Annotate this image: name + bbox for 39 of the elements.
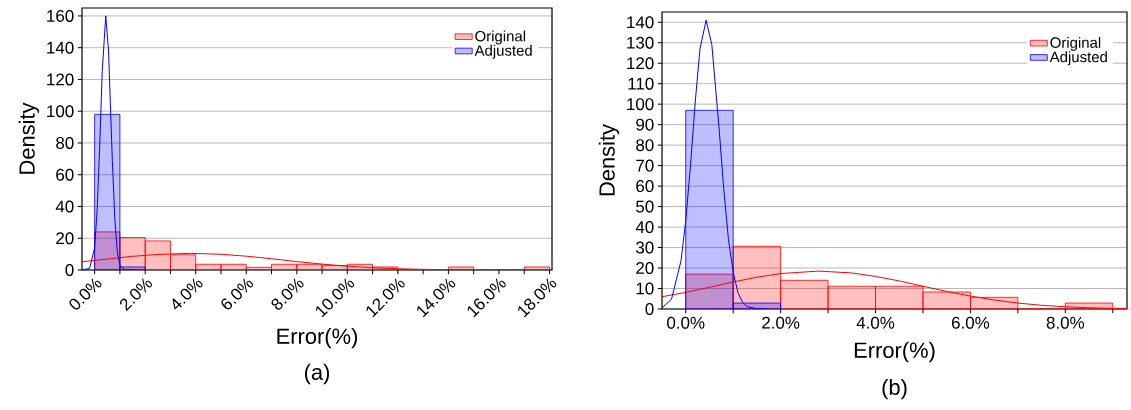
y-tick-label: 30 <box>636 241 654 254</box>
y-tick-label: 40 <box>55 200 74 213</box>
y-tick-label: 140 <box>627 16 654 29</box>
y-axis-title: Density <box>598 124 620 196</box>
x-axis-title: Error(%) <box>277 327 358 349</box>
y-tick-label: 160 <box>47 9 74 22</box>
y-tick-label: 50 <box>636 200 654 213</box>
y-tick-label: 80 <box>56 136 74 149</box>
y-tick-label: 130 <box>627 36 654 49</box>
x-tick-label: 6.0% <box>951 316 990 329</box>
y-tick-label: 10 <box>636 282 654 295</box>
y-tick-label: 100 <box>47 105 74 118</box>
y-tick-label: 20 <box>636 262 654 275</box>
x-tick-label: 2.0% <box>762 316 800 329</box>
y-tick-label: 120 <box>627 57 654 70</box>
legend-label: Original <box>475 30 526 45</box>
y-axis-title: Density <box>18 102 40 174</box>
y-tick-label: 70 <box>636 159 654 172</box>
y-tick-label: 80 <box>636 139 654 152</box>
legend-label: Adjusted <box>474 44 532 59</box>
y-tick-label: 60 <box>636 180 654 193</box>
legend-label: Adjusted <box>1049 51 1107 66</box>
x-tick-label: 0.0% <box>667 316 705 329</box>
legend-label: Original <box>1050 36 1101 51</box>
x-tick-label: 4.0% <box>856 316 895 329</box>
y-tick-label: 140 <box>47 41 74 54</box>
y-tick-label: 0 <box>65 264 74 276</box>
y-tick-label: 90 <box>636 118 654 131</box>
y-tick-label: 40 <box>635 221 654 234</box>
y-tick-label: 110 <box>628 77 654 90</box>
y-tick-label: 120 <box>47 73 74 86</box>
y-tick-label: 0 <box>645 303 654 315</box>
y-tick-label: 20 <box>56 232 74 245</box>
x-axis-title: Error(%) <box>854 341 935 363</box>
text: (b) <box>882 378 907 400</box>
text: (a) <box>304 363 330 385</box>
y-tick-label: 100 <box>627 98 654 111</box>
y-tick-label: 60 <box>56 168 74 181</box>
x-tick-label: 8.0% <box>1046 316 1085 329</box>
